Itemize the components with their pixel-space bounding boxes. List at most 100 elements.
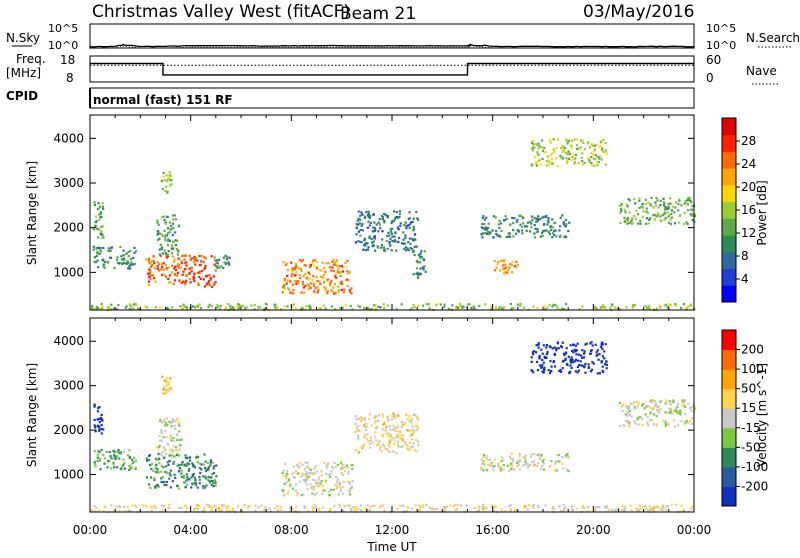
velocity-cell-10 — [196, 507, 199, 510]
power-cell-12 — [670, 212, 673, 215]
power-cell-7 — [411, 220, 414, 223]
power-cell-1 — [119, 245, 122, 249]
power-cell-7 — [367, 220, 370, 223]
velocity-cell-7 — [499, 466, 502, 469]
power-cell-12 — [667, 221, 670, 224]
power-cell-1 — [93, 256, 96, 259]
power-cell-3 — [172, 227, 175, 230]
power-cell-7 — [364, 249, 368, 252]
power-cell-11 — [576, 147, 579, 151]
power-cell-10 — [546, 223, 549, 226]
velocity-cell-6 — [385, 448, 388, 451]
velocity-cell-4 — [163, 385, 166, 388]
power-cell-6 — [324, 286, 327, 289]
velocity-cell-10 — [131, 504, 134, 507]
velocity-cell-9 — [659, 400, 662, 403]
velocity-cell-9 — [637, 423, 640, 426]
power-cell-10 — [508, 235, 511, 238]
velocity-cell-6 — [409, 447, 412, 450]
power-cell-11 — [590, 162, 593, 165]
velocity-cell-3 — [178, 424, 181, 427]
velocity-cell-9 — [682, 401, 685, 404]
power-cell-6 — [323, 273, 326, 276]
velocity-cell-2 — [184, 454, 187, 457]
power-cell-13 — [144, 305, 147, 308]
velocity-cell-10 — [425, 503, 428, 506]
power-cell-12 — [662, 214, 665, 217]
velocity-cell-3 — [162, 446, 165, 449]
velocity-cell-10 — [378, 505, 382, 509]
velocity-cell-5 — [305, 475, 308, 478]
velocity-cell-8 — [563, 353, 566, 357]
power-colorbar-tick-label: 16 — [741, 203, 756, 217]
cpid-mode: normal (fast) 151 RF — [93, 93, 233, 107]
power-cell-6 — [329, 281, 332, 284]
power-cell-13 — [238, 305, 241, 308]
velocity-cell-9 — [653, 413, 656, 416]
power-cell-12 — [619, 211, 622, 214]
freq-series-line — [90, 62, 694, 76]
velocity-cell-0 — [97, 417, 101, 420]
power-cell-10 — [516, 218, 519, 221]
velocity-cell-3 — [176, 452, 179, 456]
velocity-cell-10 — [160, 504, 164, 507]
power-cell-12 — [645, 217, 649, 220]
velocity-colorbar-segment — [722, 349, 736, 370]
power-cell-2 — [168, 274, 172, 277]
power-cell-6 — [302, 274, 305, 277]
time-tick-label: 20:00 — [576, 523, 611, 537]
velocity-cell-3 — [165, 436, 168, 439]
velocity-cell-9 — [654, 402, 657, 405]
power-cell-7 — [355, 223, 358, 226]
velocity-cell-3 — [168, 420, 171, 423]
velocity-cell-1 — [123, 467, 127, 470]
power-cell-7 — [383, 221, 386, 224]
velocity-cell-7 — [537, 462, 540, 465]
velocity-cell-10 — [648, 505, 651, 508]
velocity-cell-10 — [184, 504, 187, 507]
velocity-cell-3 — [172, 439, 175, 442]
power-cell-11 — [575, 143, 579, 147]
power-cell-3 — [163, 249, 166, 252]
power-cell-3 — [156, 230, 159, 233]
power-cell-6 — [314, 287, 317, 290]
power-cell-12 — [620, 207, 623, 210]
power-cell-3 — [156, 221, 159, 224]
power-cell-3 — [163, 229, 166, 232]
velocity-cell-6 — [416, 425, 419, 428]
power-cell-11 — [541, 149, 545, 152]
velocity-cell-5 — [300, 475, 303, 478]
power-cell-2 — [181, 254, 184, 258]
velocity-cell-10 — [583, 507, 586, 510]
power-cell-13 — [609, 306, 612, 309]
velocity-cell-8 — [571, 359, 574, 362]
power-cell-6 — [321, 261, 324, 264]
velocity-cell-9 — [674, 407, 677, 410]
power-cell-1 — [113, 266, 116, 270]
power-cell-6 — [300, 260, 303, 263]
velocity-cell-8 — [604, 363, 607, 366]
velocity-cell-1 — [133, 456, 136, 459]
power-cell-13 — [668, 303, 671, 306]
velocity-cell-8 — [531, 351, 535, 354]
power-ytick-label: 1000 — [53, 265, 84, 279]
velocity-cell-9 — [668, 407, 671, 410]
velocity-cell-8 — [605, 363, 608, 366]
power-cell-11 — [588, 146, 592, 149]
velocity-cell-10 — [642, 505, 645, 508]
velocity-cell-2 — [167, 463, 170, 466]
power-cell-6 — [313, 284, 316, 287]
velocity-cell-2 — [150, 467, 153, 470]
velocity-cell-6 — [395, 452, 398, 455]
power-cell-1 — [102, 263, 105, 266]
velocity-cell-2 — [207, 461, 210, 465]
velocity-cell-2 — [178, 463, 181, 467]
velocity-cell-8 — [603, 350, 606, 353]
power-cell-2 — [188, 267, 191, 270]
power-cell-11 — [535, 164, 538, 167]
velocity-cell-5 — [325, 472, 328, 475]
power-cell-7 — [368, 224, 371, 227]
velocity-cell-10 — [328, 509, 331, 513]
power-cell-11 — [535, 162, 538, 166]
velocity-cell-6 — [388, 439, 391, 442]
